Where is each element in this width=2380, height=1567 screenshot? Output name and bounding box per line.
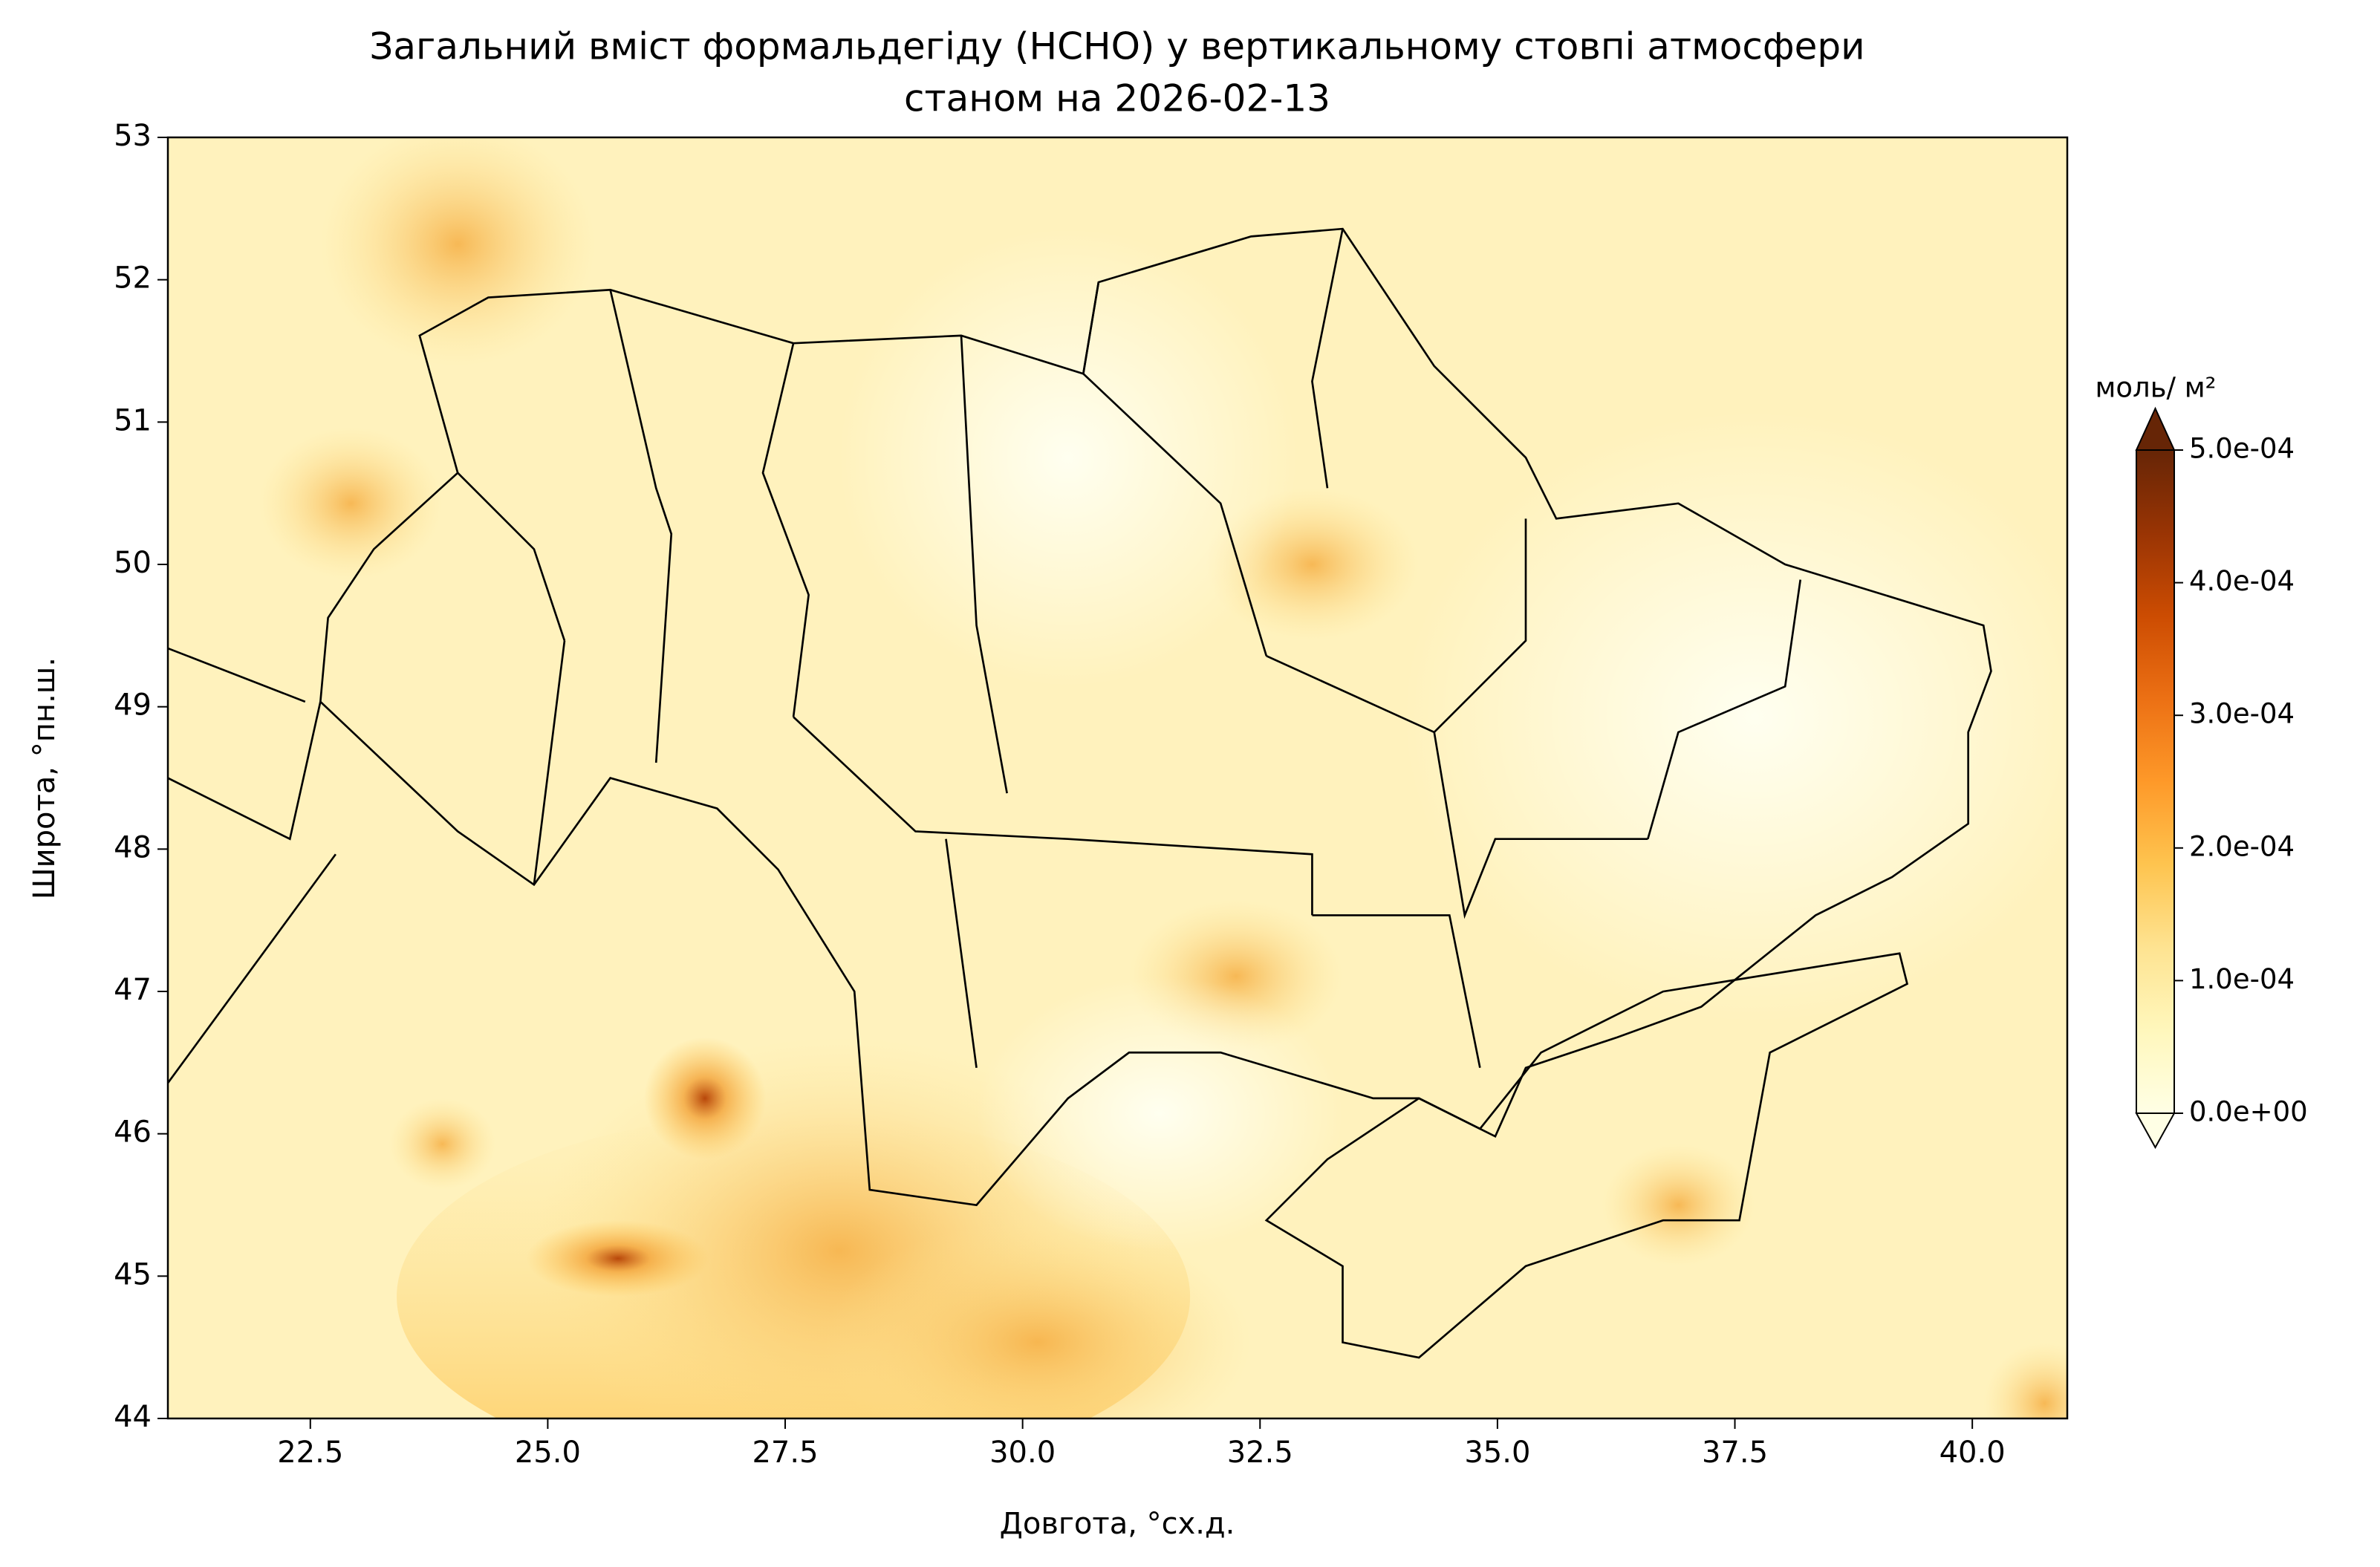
colorbar-tick-label: 0.0e+00	[2189, 1096, 2308, 1128]
y-tick-label: 44	[114, 1400, 152, 1434]
x-tick-label: 22.5	[277, 1436, 343, 1470]
border	[1264, 952, 1909, 1359]
x-axis-label: Довгота, °сх.д.	[1000, 1507, 1235, 1541]
colorbar-label: моль/ м²	[2095, 372, 2217, 404]
x-tick-label: 37.5	[1702, 1436, 1768, 1470]
y-tick-label: 50	[114, 546, 152, 580]
plot-frame	[166, 136, 2069, 1420]
region-border	[168, 228, 1802, 1084]
chart-subtitle: станом на 2026-02-13	[904, 77, 1330, 120]
x-tick-label: 30.0	[989, 1436, 1056, 1470]
y-tick-label: 47	[114, 973, 152, 1007]
colorbar-tick-label: 1.0e-04	[2189, 963, 2295, 995]
chart-title: Загальний вміст формальдегіду (HCHO) у в…	[369, 25, 1864, 68]
colorbar	[2136, 449, 2175, 1114]
map-field	[168, 137, 2067, 1418]
y-tick-label: 46	[114, 1115, 152, 1150]
border	[319, 227, 1992, 1207]
x-tick-label: 35.0	[1464, 1436, 1530, 1470]
x-tick-label: 27.5	[752, 1436, 818, 1470]
y-tick-label: 52	[114, 261, 152, 296]
x-tick-label: 25.0	[515, 1436, 581, 1470]
colorbar-extend-max	[2135, 406, 2176, 451]
colorbar-tick-label: 3.0e-04	[2189, 698, 2295, 730]
colorbar-extend-min	[2135, 1112, 2176, 1150]
colorbar-tick-label: 2.0e-04	[2189, 830, 2295, 862]
x-tick-label: 40.0	[1940, 1436, 2006, 1470]
x-tick-label: 32.5	[1227, 1436, 1293, 1470]
colorbar-tick-label: 4.0e-04	[2189, 565, 2295, 597]
y-tick-label: 48	[114, 830, 152, 864]
y-tick-label: 45	[114, 1257, 152, 1291]
y-tick-label: 53	[114, 119, 152, 153]
colorbar-tick-label: 5.0e-04	[2189, 433, 2295, 465]
y-tick-label: 49	[114, 688, 152, 723]
y-axis-label: Широта, °пн.ш.	[27, 657, 62, 899]
y-tick-label: 51	[114, 403, 152, 437]
